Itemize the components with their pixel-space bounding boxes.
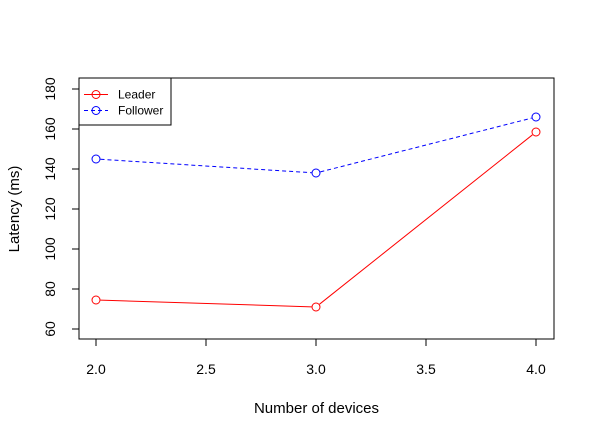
x-axis-title: Number of devices <box>254 400 379 417</box>
y-tick-label: 160 <box>42 117 58 141</box>
x-tick-label: 2.5 <box>196 361 216 377</box>
follower-point <box>531 112 541 122</box>
follower-point <box>311 168 321 178</box>
x-tick-label: 3.5 <box>416 361 436 377</box>
legend-box <box>78 77 172 126</box>
x-axis: 2.0 2.5 3.0 3.5 4.0 <box>86 338 546 377</box>
y-tick-label: 80 <box>42 281 58 297</box>
legend-label-follower: Follower <box>118 104 163 118</box>
y-tick-label: 100 <box>42 237 58 261</box>
leader-line-segment <box>100 299 312 308</box>
leader-point <box>91 295 101 305</box>
y-tick-label: 120 <box>42 197 58 221</box>
leader-point <box>311 302 321 312</box>
y-tick-label: 140 <box>42 157 58 181</box>
follower-line-segment <box>320 117 532 173</box>
legend-marker-leader <box>91 90 101 99</box>
leader-point <box>531 127 541 137</box>
series-layer <box>91 112 541 312</box>
legend-marker-follower <box>91 106 101 115</box>
follower-line-segment <box>100 158 312 174</box>
follower-point <box>91 154 101 164</box>
y-axis: 60 80 100 120 140 160 180 <box>42 77 80 337</box>
y-tick-label: 60 <box>42 321 58 337</box>
leader-line-segment <box>319 134 533 305</box>
y-tick-label: 180 <box>42 77 58 101</box>
x-tick-label: 3.0 <box>306 361 326 377</box>
y-axis-title: Latency (ms) <box>6 166 23 253</box>
legend: Leader Follower <box>78 77 172 126</box>
legend-label-leader: Leader <box>118 88 155 102</box>
x-tick-label: 2.0 <box>86 361 106 377</box>
x-tick-label: 4.0 <box>526 361 546 377</box>
